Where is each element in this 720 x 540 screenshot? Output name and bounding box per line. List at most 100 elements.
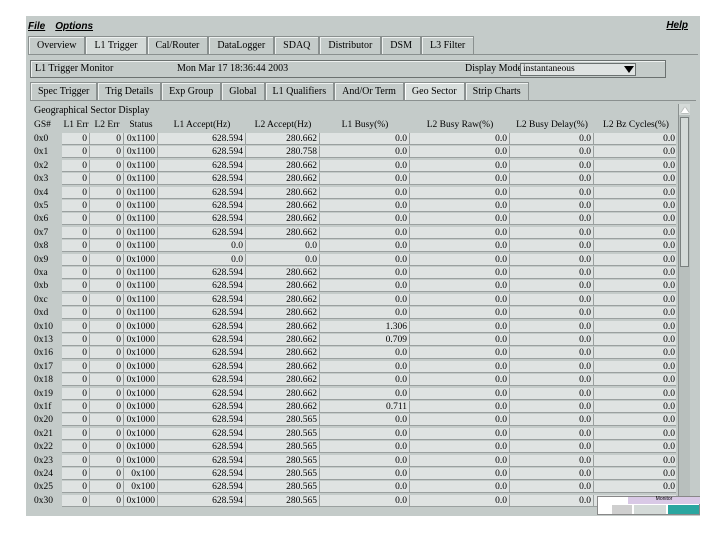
subtab-and-or-term[interactable]: And/Or Term [334,82,404,100]
table-cell: 0.709 [320,334,410,346]
sector-id: 0x24 [34,469,53,479]
tab-dsm[interactable]: DSM [381,36,421,54]
file-menu[interactable]: File [28,20,46,32]
table-cell: 0 [90,441,124,454]
tab-cal-router[interactable]: Cal/Router [146,36,209,54]
subtab-global[interactable]: Global [221,82,265,100]
table-cell: 0.0 [594,387,676,400]
table-cell: 0x1000 [124,414,158,427]
table-cell: 280.662 [246,200,320,212]
table-cell: 280.662 [246,387,320,400]
table-cell: 0 [90,414,124,427]
main-tab-bar: Overview L1 Trigger Cal/Router DataLogger SD… [28,36,475,55]
table-cell: 0 [62,267,90,279]
table-cell: 280.565 [246,481,320,494]
table-cell: 0x1100 [124,173,158,186]
table-cell: 0 [62,253,90,266]
table-cell: 0 [62,213,90,226]
sector-id: 0x19 [34,388,53,399]
sub-tab-divider [30,100,696,101]
table-cell: 0.0 [510,159,594,172]
scrollbar-thumb[interactable] [680,117,689,267]
mini-monitor-window[interactable]: Monitor [597,496,700,515]
subtab-geo-sector[interactable]: Geo Sector [403,82,465,100]
table-row: 0x18 0 0 0x1000 628.594 280.662 0.0 0.0 0.0 0.0 [32,374,676,387]
timestamp: Mon Mar 17 18:36:44 2003 [177,63,289,74]
table-cell: 0x1000 [124,347,158,360]
table-row: 0x7 0 0 0x1100 628.594 280.662 0.0 0.0 0.0 0.0 [32,226,676,240]
column-header: L1 Busy(%) [341,120,389,130]
table-cell: 1.306 [320,320,410,333]
table-cell: 0 [90,213,124,226]
table-cell: 0 [62,387,90,400]
tab-distributor[interactable]: Distributor [319,36,382,54]
table-cell: 0x1100 [124,213,158,226]
table-cell: 628.594 [158,374,246,387]
table-cell: 280.662 [246,226,320,239]
sector-id: 0x7 [34,227,49,238]
subtab-l1-qualifiers[interactable]: L1 Qualifiers [264,82,335,100]
subtab-trig-details[interactable]: Trig Details [97,82,162,100]
table-cell: 0.0 [320,267,410,279]
tab-datalogger[interactable]: DataLogger [208,36,275,54]
table-row: 0xd 0 0 0x1100 628.594 280.662 0.0 0.0 0.0 0.0 [32,307,676,320]
table-cell: 0.0 [320,360,410,373]
options-menu[interactable]: Options [55,20,94,32]
mini-button-1[interactable] [612,505,632,514]
table-cell: 0.0 [246,253,320,266]
tab-l1-trigger[interactable]: L1 Trigger [85,36,147,55]
table-cell: 0.0 [510,441,594,454]
sector-id: 0x5 [34,201,49,211]
table-cell: 0.0 [594,468,676,480]
table-cell: 0.0 [594,293,676,306]
subtab-exp-group[interactable]: Exp Group [161,82,222,100]
tab-l3-filter[interactable]: L3 Filter [420,36,475,54]
table-cell: 0 [90,253,124,266]
subtab-strip-charts[interactable]: Strip Charts [464,82,529,100]
table-cell: 0.0 [510,267,594,279]
table-cell: 0 [90,293,124,306]
tab-sdaq[interactable]: SDAQ [274,36,320,54]
mini-button-2[interactable] [634,505,666,514]
sector-id: 0x16 [34,348,53,359]
table-cell: 0.0 [594,186,676,199]
table-cell: 0.0 [320,454,410,467]
table-cell: 0 [90,133,124,145]
table-cell: 0x1100 [124,146,158,159]
table-cell: 0x1100 [124,240,158,253]
help-menu[interactable]: Help [666,20,688,31]
table-cell: 0 [90,173,124,186]
table-cell: 0.0 [410,186,510,199]
table-cell: 280.565 [246,454,320,467]
table-cell: 0.0 [510,213,594,226]
table-cell: 0.0 [320,441,410,454]
table-cell: 0.0 [510,186,594,199]
column-header: L1 Accept(Hz) [173,120,231,130]
display-mode-select[interactable]: instantaneous [520,63,636,76]
table-cell: 0.0 [594,374,676,387]
table-cell: 0.0 [410,253,510,266]
table-cell: 628.594 [158,280,246,293]
table-cell: 0x1100 [124,200,158,212]
table-row: 0xa 0 0 0x1100 628.594 280.662 0.0 0.0 0.0 0.0 [32,267,676,280]
table-row: 0x19 0 0 0x1000 628.594 280.662 0.0 0.0 0.0 0.0 [32,387,676,401]
sub-tab-bar: Spec Trigger Trig Details Exp Group Global L… [30,82,529,100]
table-cell: 0 [62,454,90,467]
table-cell: 0.0 [320,494,410,507]
scroll-up-arrow-icon[interactable] [679,104,690,115]
table-cell: 0.0 [410,481,510,494]
table-cell: 280.662 [246,347,320,360]
table-cell: 0 [90,427,124,440]
table-cell: 280.662 [246,293,320,306]
table-cell: 0.0 [510,173,594,186]
mini-button-3[interactable] [668,505,699,514]
table-cell: 0 [62,468,90,480]
table-cell: 0 [62,307,90,320]
sector-id: 0x17 [34,361,53,372]
tab-overview[interactable]: Overview [28,36,86,54]
table-cell: 0.0 [320,159,410,172]
vertical-scrollbar[interactable] [678,104,690,510]
subtab-spec-trigger[interactable]: Spec Trigger [30,82,98,100]
table-cell: 0.0 [594,441,676,454]
dropdown-arrow-icon[interactable] [621,62,636,76]
